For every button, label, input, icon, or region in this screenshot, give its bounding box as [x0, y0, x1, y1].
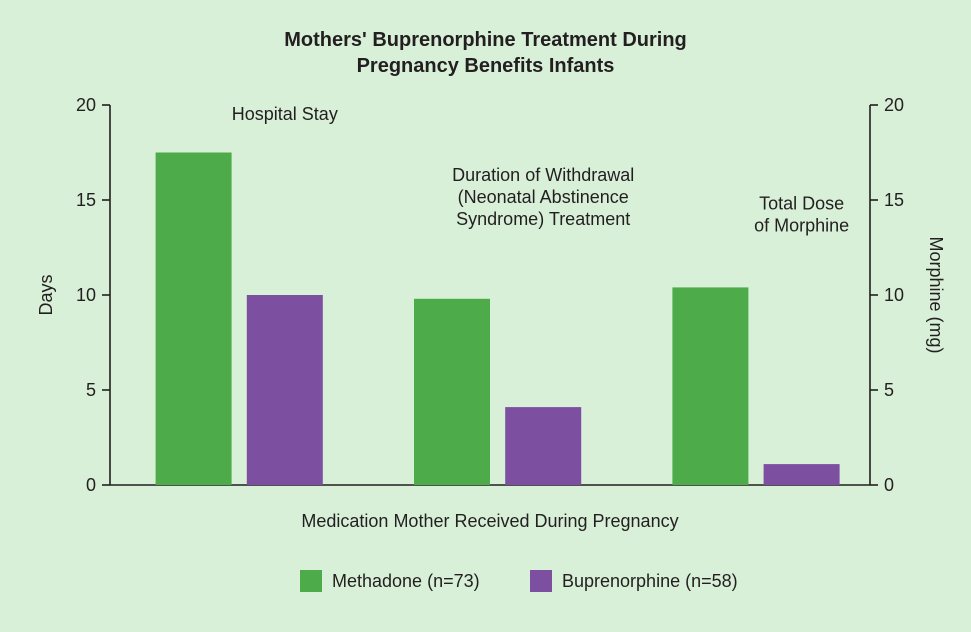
chart-svg: Mothers' Buprenorphine Treatment During P…	[0, 0, 971, 632]
x-axis-label: Medication Mother Received During Pregna…	[301, 511, 678, 531]
y-right-tick-label: 10	[884, 285, 904, 305]
y-left-tick-label: 20	[76, 95, 96, 115]
bar-buprenorphine	[764, 464, 840, 485]
group-label: Syndrome) Treatment	[456, 209, 630, 229]
y-left-label: Days	[36, 274, 56, 315]
group-label: Total Dose	[759, 194, 844, 214]
group-label: Duration of Withdrawal	[452, 165, 634, 185]
legend-swatch-buprenorphine	[530, 570, 552, 592]
legend-label-methadone: Methadone (n=73)	[332, 571, 480, 591]
y-right-tick-label: 0	[884, 475, 894, 495]
y-right-tick-label: 5	[884, 380, 894, 400]
group-label: Hospital Stay	[232, 104, 338, 124]
y-left-tick-label: 5	[86, 380, 96, 400]
chart-title-line2: Pregnancy Benefits Infants	[357, 55, 615, 77]
y-left-tick-label: 15	[76, 190, 96, 210]
y-right-tick-label: 20	[884, 95, 904, 115]
y-left-tick-label: 10	[76, 285, 96, 305]
chart-container: Mothers' Buprenorphine Treatment During P…	[0, 0, 971, 632]
bar-methadone	[672, 287, 748, 485]
group-label: of Morphine	[754, 216, 849, 236]
legend-label-buprenorphine: Buprenorphine (n=58)	[562, 571, 738, 591]
legend-swatch-methadone	[300, 570, 322, 592]
bar-methadone	[414, 299, 490, 485]
y-left-tick-label: 0	[86, 475, 96, 495]
y-right-label: Morphine (mg)	[926, 236, 946, 353]
bar-buprenorphine	[505, 407, 581, 485]
bar-methadone	[156, 153, 232, 486]
chart-title-line1: Mothers' Buprenorphine Treatment During	[284, 29, 687, 51]
y-right-tick-label: 15	[884, 190, 904, 210]
bar-buprenorphine	[247, 295, 323, 485]
group-label: (Neonatal Abstinence	[458, 187, 629, 207]
